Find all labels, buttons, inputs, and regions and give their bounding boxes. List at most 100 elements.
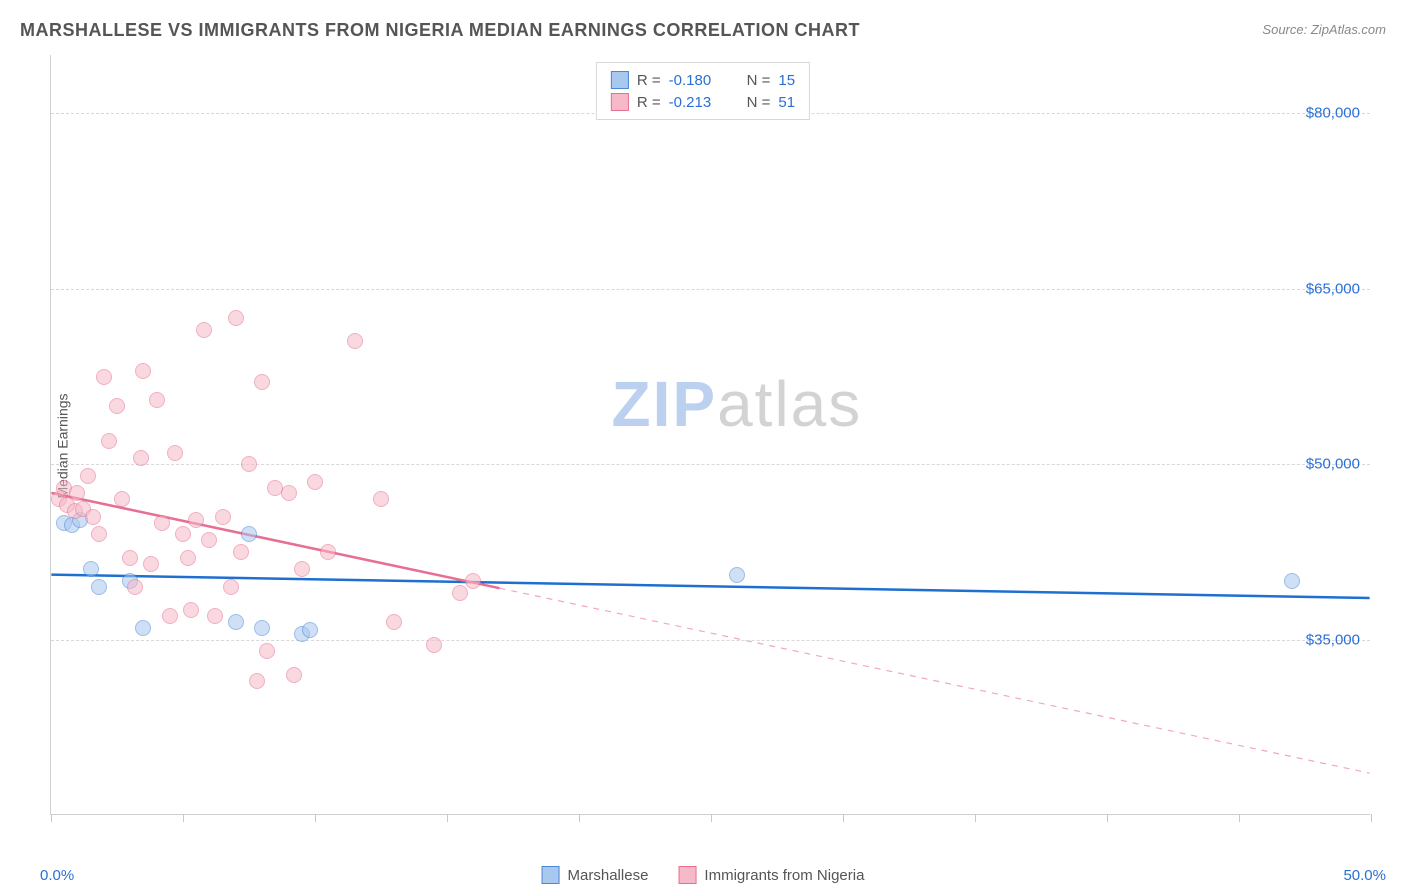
- scatter-point: [259, 643, 275, 659]
- gridline: [51, 640, 1370, 641]
- x-tick: [843, 814, 844, 822]
- scatter-point: [373, 491, 389, 507]
- scatter-point: [1284, 573, 1300, 589]
- scatter-point: [122, 550, 138, 566]
- scatter-point: [347, 333, 363, 349]
- n-value: 51: [778, 94, 795, 111]
- scatter-point: [127, 579, 143, 595]
- scatter-point: [201, 532, 217, 548]
- scatter-point: [294, 561, 310, 577]
- x-tick: [975, 814, 976, 822]
- scatter-point: [465, 573, 481, 589]
- x-tick: [51, 814, 52, 822]
- scatter-point: [254, 374, 270, 390]
- legend-swatch: [611, 93, 629, 111]
- scatter-point: [729, 567, 745, 583]
- x-tick: [183, 814, 184, 822]
- scatter-point: [135, 620, 151, 636]
- scatter-point: [228, 614, 244, 630]
- scatter-point: [286, 667, 302, 683]
- r-value: -0.213: [669, 94, 729, 111]
- y-tick-label: $50,000: [1306, 456, 1360, 473]
- scatter-point: [154, 515, 170, 531]
- source-label: Source:: [1262, 22, 1307, 37]
- r-label: R =: [637, 72, 661, 89]
- x-tick: [1107, 814, 1108, 822]
- scatter-point: [207, 608, 223, 624]
- n-label: N =: [747, 94, 771, 111]
- legend-swatch: [542, 866, 560, 884]
- r-label: R =: [637, 94, 661, 111]
- series-legend-label: Marshallese: [568, 867, 649, 884]
- scatter-point: [249, 673, 265, 689]
- scatter-point: [135, 363, 151, 379]
- x-tick: [447, 814, 448, 822]
- gridline: [51, 289, 1370, 290]
- scatter-point: [320, 544, 336, 560]
- x-tick: [1239, 814, 1240, 822]
- scatter-point: [162, 608, 178, 624]
- scatter-point: [91, 526, 107, 542]
- trend-line-solid: [51, 575, 1369, 598]
- scatter-point: [426, 637, 442, 653]
- x-tick: [315, 814, 316, 822]
- scatter-point: [228, 310, 244, 326]
- scatter-point: [175, 526, 191, 542]
- series-legend-label: Immigrants from Nigeria: [704, 867, 864, 884]
- scatter-point: [101, 433, 117, 449]
- scatter-point: [83, 561, 99, 577]
- scatter-point: [307, 474, 323, 490]
- y-tick-label: $35,000: [1306, 631, 1360, 648]
- scatter-point: [223, 579, 239, 595]
- scatter-point: [302, 622, 318, 638]
- scatter-point: [180, 550, 196, 566]
- legend-swatch: [678, 866, 696, 884]
- series-legend: Marshallese Immigrants from Nigeria: [542, 866, 865, 884]
- scatter-point: [196, 322, 212, 338]
- scatter-point: [241, 526, 257, 542]
- scatter-point: [69, 485, 85, 501]
- scatter-point: [386, 614, 402, 630]
- trend-lines-layer: [51, 55, 1370, 814]
- x-tick: [1371, 814, 1372, 822]
- x-axis-max-label: 50.0%: [1343, 867, 1386, 884]
- scatter-point: [188, 512, 204, 528]
- series-legend-item: Marshallese: [542, 866, 649, 884]
- trend-line-dashed: [500, 588, 1370, 773]
- scatter-point: [91, 579, 107, 595]
- scatter-point: [80, 468, 96, 484]
- scatter-point: [85, 509, 101, 525]
- correlation-legend-row: R = -0.180 N = 15: [611, 69, 795, 91]
- source-attribution: Source: ZipAtlas.com: [1262, 22, 1386, 37]
- scatter-point: [167, 445, 183, 461]
- watermark-atlas: atlas: [717, 368, 862, 440]
- series-legend-item: Immigrants from Nigeria: [678, 866, 864, 884]
- correlation-legend: R = -0.180 N = 15 R = -0.213 N = 51: [596, 62, 810, 120]
- scatter-point: [241, 456, 257, 472]
- x-tick: [579, 814, 580, 822]
- watermark: ZIPatlas: [612, 367, 863, 441]
- n-label: N =: [747, 72, 771, 89]
- legend-swatch: [611, 71, 629, 89]
- scatter-point: [114, 491, 130, 507]
- source-value: ZipAtlas.com: [1311, 22, 1386, 37]
- r-value: -0.180: [669, 72, 729, 89]
- correlation-legend-row: R = -0.213 N = 51: [611, 91, 795, 113]
- scatter-point: [233, 544, 249, 560]
- scatter-point: [149, 392, 165, 408]
- scatter-point: [143, 556, 159, 572]
- watermark-zip: ZIP: [612, 368, 718, 440]
- scatter-point: [452, 585, 468, 601]
- scatter-point: [254, 620, 270, 636]
- x-tick: [711, 814, 712, 822]
- chart-title: MARSHALLESE VS IMMIGRANTS FROM NIGERIA M…: [20, 20, 860, 41]
- scatter-point: [109, 398, 125, 414]
- scatter-point: [183, 602, 199, 618]
- y-tick-label: $80,000: [1306, 105, 1360, 122]
- x-axis-min-label: 0.0%: [40, 867, 74, 884]
- scatter-point: [96, 369, 112, 385]
- n-value: 15: [778, 72, 795, 89]
- y-tick-label: $65,000: [1306, 280, 1360, 297]
- scatter-point: [215, 509, 231, 525]
- scatter-point: [281, 485, 297, 501]
